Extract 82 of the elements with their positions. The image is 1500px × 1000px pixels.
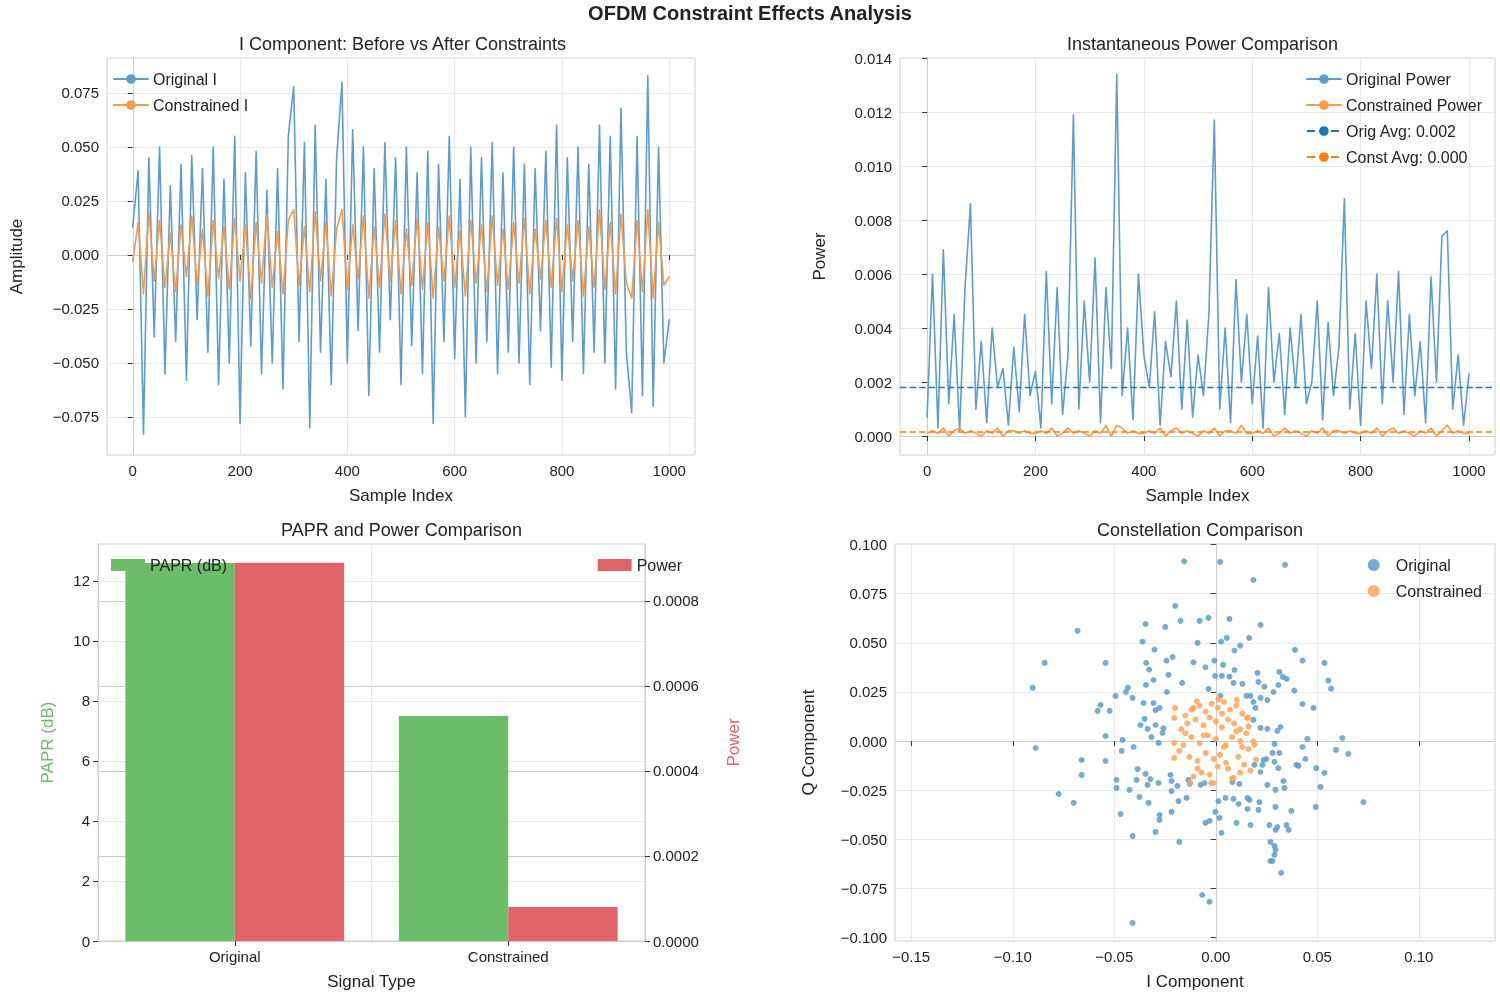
x-tick-label: 600 <box>442 462 468 479</box>
y-tick-label: 4 <box>81 812 90 830</box>
x-tick-label: Original <box>208 948 261 965</box>
x-tick-label: 400 <box>1131 462 1157 479</box>
y-tick-label: 0.050 <box>61 138 99 156</box>
y-tick-label: 0.075 <box>849 585 887 603</box>
x-tick-label: 0.00 <box>1201 948 1231 965</box>
y-tick-label: 0.008 <box>854 211 892 229</box>
chart-title: Constellation Comparison <box>1096 520 1304 540</box>
legend-label: Const Avg: 0.000 <box>1345 148 1468 166</box>
x-tick-label: 800 <box>1348 462 1374 479</box>
legend-label: Orig Avg: 0.002 <box>1345 122 1457 140</box>
chart-title: Instantaneous Power Comparison <box>1066 34 1339 54</box>
x-tick-label: −0.15 <box>892 948 931 965</box>
y-axis-title: Q Component <box>799 689 818 796</box>
y-tick-label: 0.025 <box>849 683 887 701</box>
y-tick-label: 0.014 <box>854 49 892 67</box>
y-tick-label: −0.075 <box>840 880 887 898</box>
y-tick-label: 0.004 <box>854 319 892 337</box>
x-tick-label: 200 <box>1022 462 1048 479</box>
y-tick-label: 0 <box>81 932 90 950</box>
x-tick-label: 800 <box>549 462 575 479</box>
y-tick-label: −0.075 <box>52 408 99 426</box>
y2-tick-label: 0.0008 <box>653 592 699 610</box>
y-tick-label: 0.010 <box>854 157 892 175</box>
x-tick-label: 1000 <box>1452 462 1486 479</box>
legend-label: Constrained I <box>153 96 249 114</box>
x-axis-title: I Component <box>1146 972 1244 991</box>
legend-label: Constrained <box>1395 582 1483 600</box>
x-tick-label: 1000 <box>652 462 686 479</box>
y2-tick-label: 0.0002 <box>653 847 699 865</box>
legend-label: Power <box>636 556 683 574</box>
text: OFDM Constraint Effects Analysis <box>587 1 913 26</box>
x-tick-label: Constrained <box>467 948 549 965</box>
x-tick-label: −0.10 <box>993 948 1032 965</box>
y-tick-label: 0.012 <box>854 103 892 121</box>
legend-label: Original Power <box>1345 70 1452 88</box>
chart-title: PAPR and Power Comparison <box>281 520 522 540</box>
y-tick-label: 0.000 <box>849 732 887 750</box>
x-tick-label: 600 <box>1239 462 1265 479</box>
y-tick-label: −0.050 <box>52 354 99 372</box>
x-tick-label: 0.05 <box>1302 948 1332 965</box>
x-tick-label: 400 <box>334 462 360 479</box>
y-tick-label: 0.075 <box>61 84 99 102</box>
legend-label: Constrained Power <box>1345 96 1483 114</box>
y-axis-title: PAPR (dB) <box>38 701 57 784</box>
y-tick-label: 0.025 <box>61 192 99 210</box>
x-tick-label: 200 <box>227 462 253 479</box>
x-tick-label: 0.10 <box>1404 948 1434 965</box>
y-tick-label: 0.000 <box>61 246 99 264</box>
y-tick-label: 12 <box>73 572 90 590</box>
y-tick-label: 0.050 <box>849 634 887 652</box>
y-axis-title: Amplitude <box>7 218 26 295</box>
y-tick-label: −0.025 <box>840 781 887 799</box>
y-tick-label: 0.002 <box>854 373 892 391</box>
line-series <box>926 424 1470 437</box>
x-axis-title: Signal Type <box>327 972 416 991</box>
y-tick-label: −0.100 <box>840 929 887 947</box>
y-tick-label: 0.006 <box>854 265 892 283</box>
legend-label: Original <box>1395 556 1451 574</box>
y2-axis-title: Power <box>724 718 743 767</box>
line-series <box>131 74 671 436</box>
y2-tick-label: 0.0000 <box>653 932 699 950</box>
x-tick-label: 0 <box>922 462 932 479</box>
y-axis-title: Power <box>810 232 829 281</box>
y2-tick-label: 0.0004 <box>653 762 699 780</box>
y-tick-label: 6 <box>81 752 90 770</box>
y-tick-label: −0.025 <box>52 300 99 318</box>
x-tick-label: 0 <box>128 462 137 479</box>
legend-label: Original I <box>153 70 218 88</box>
y-tick-label: 0.100 <box>849 536 887 554</box>
y2-tick-label: 0.0006 <box>653 677 699 695</box>
y-tick-label: −0.050 <box>840 830 887 848</box>
x-axis-title: Sample Index <box>349 486 454 505</box>
x-tick-label: −0.05 <box>1095 948 1134 965</box>
x-axis-title: Sample Index <box>1145 486 1250 505</box>
y-tick-label: 10 <box>73 632 90 650</box>
y-tick-label: 8 <box>81 692 90 710</box>
line-series <box>131 208 671 299</box>
y-tick-label: 0.000 <box>854 427 892 445</box>
chart-title: I Component: Before vs After Constraints <box>238 34 567 54</box>
y-tick-label: 2 <box>81 872 90 890</box>
